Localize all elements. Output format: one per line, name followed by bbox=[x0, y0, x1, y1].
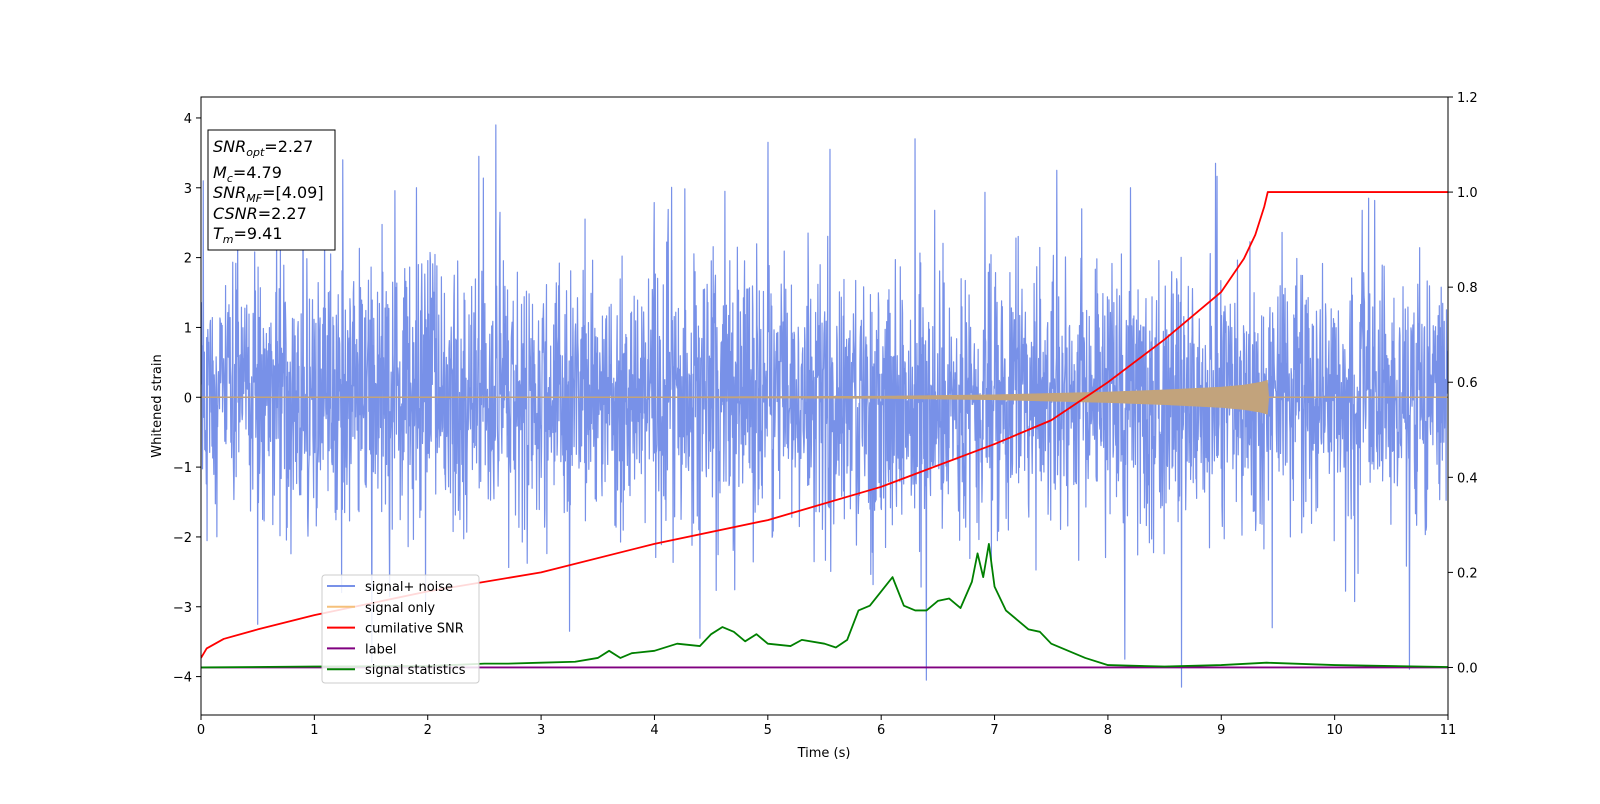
annotation-value: =9.41 bbox=[234, 224, 283, 243]
y-tick-label: −4 bbox=[173, 671, 192, 686]
y2-tick-label: 1.2 bbox=[1457, 91, 1478, 106]
legend-label: signal statistics bbox=[365, 663, 466, 678]
y-tick-label: 0 bbox=[184, 391, 192, 406]
x-tick-label: 5 bbox=[764, 723, 772, 738]
annotation-subscript: MF bbox=[246, 192, 262, 205]
legend: signal+ noise signal only cumilative SNR la… bbox=[321, 574, 480, 684]
x-tick-label: 6 bbox=[877, 723, 885, 738]
annotation-value: =2.27 bbox=[264, 137, 313, 156]
annotation-symbol: CSNR bbox=[213, 204, 258, 223]
legend-label: label bbox=[365, 642, 396, 657]
x-axis: 0 1 2 3 4 5 6 7 8 9 10 11 bbox=[197, 715, 1456, 738]
plot-frame bbox=[200, 96, 1449, 716]
y2-tick-label: 0.4 bbox=[1457, 471, 1478, 486]
legend-frame bbox=[321, 574, 480, 684]
x-tick-label: 8 bbox=[1104, 723, 1112, 738]
annotation-box: SNRopt=2.27Mc=4.79SNRMF=[4.09]CSNR=2.27T… bbox=[207, 129, 336, 251]
x-tick-label: 3 bbox=[537, 723, 545, 738]
annotation-symbol: SNR bbox=[213, 137, 246, 156]
y2-tick-label: 0.8 bbox=[1457, 281, 1478, 296]
legend-label: signal only bbox=[365, 601, 435, 616]
y2-tick-label: 0.6 bbox=[1457, 376, 1478, 391]
series-line-cumulative-snr bbox=[201, 191, 1448, 659]
series-line-signal-noise bbox=[201, 124, 1448, 688]
y-tick-label: 1 bbox=[184, 321, 192, 336]
annotation-subscript: m bbox=[223, 233, 234, 246]
legend-label: cumilative SNR bbox=[365, 622, 464, 637]
y-tick-label: −1 bbox=[173, 461, 192, 476]
annotation-symbol: T bbox=[213, 224, 224, 243]
y2-tick-label: 1.0 bbox=[1457, 186, 1478, 201]
annotation-line: CSNR=2.27 bbox=[213, 204, 307, 223]
y-tick-label: −2 bbox=[173, 531, 192, 546]
annotation-line: Tm=9.41 bbox=[213, 224, 283, 246]
annotation-subscript: opt bbox=[246, 146, 265, 159]
annotation-symbol: M bbox=[213, 163, 227, 182]
x-axis-label: Time (s) bbox=[797, 746, 851, 761]
annotation-subscript: c bbox=[227, 172, 233, 185]
series-line-signal-statistics bbox=[201, 542, 1448, 669]
y-tick-label: 3 bbox=[184, 182, 192, 197]
annotation-value: =2.27 bbox=[258, 204, 307, 223]
annotation-symbol: SNR bbox=[213, 183, 246, 202]
y2-tick-label: 0.2 bbox=[1457, 566, 1478, 581]
annotation-line: SNRMF=[4.09] bbox=[213, 183, 324, 205]
x-tick-label: 4 bbox=[650, 723, 658, 738]
x-tick-label: 10 bbox=[1326, 723, 1343, 738]
x-tick-label: 9 bbox=[1217, 723, 1225, 738]
y-tick-label: 2 bbox=[184, 252, 192, 267]
y-axis-right: 0.0 0.2 0.4 0.6 0.8 1.0 1.2 bbox=[1448, 91, 1478, 676]
y-tick-label: −3 bbox=[173, 601, 192, 616]
annotation-value: =4.79 bbox=[233, 163, 282, 182]
annotation-line: Mc=4.79 bbox=[213, 163, 282, 185]
y-tick-label: 4 bbox=[184, 112, 192, 127]
x-tick-label: 11 bbox=[1440, 723, 1457, 738]
annotation-value: =[4.09] bbox=[262, 183, 324, 202]
x-tick-label: 1 bbox=[310, 723, 318, 738]
annotation-line: SNRopt=2.27 bbox=[213, 137, 313, 159]
annotation-frame bbox=[207, 129, 336, 251]
legend-label: signal+ noise bbox=[365, 580, 453, 595]
x-tick-label: 2 bbox=[424, 723, 432, 738]
y2-tick-label: 0.0 bbox=[1457, 661, 1478, 676]
x-tick-label: 0 bbox=[197, 723, 205, 738]
x-tick-label: 7 bbox=[990, 723, 998, 738]
y-axis-left: −4 −3 −2 −1 0 1 2 3 4 bbox=[173, 112, 201, 686]
y-axis-label: Whitened strain bbox=[150, 354, 165, 457]
